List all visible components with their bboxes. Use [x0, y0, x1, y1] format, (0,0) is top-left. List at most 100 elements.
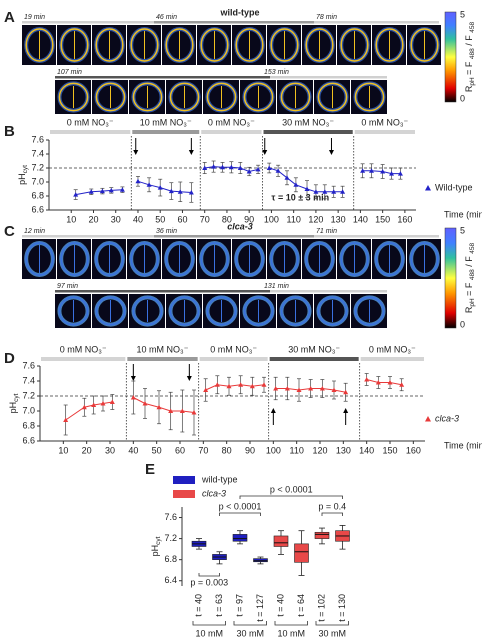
group-label: 30 mM [318, 628, 346, 638]
cell-ring [58, 296, 89, 326]
treatment-label: 10 mM NO₃⁻ [140, 117, 192, 127]
cell-ring [305, 28, 334, 62]
point [214, 382, 220, 387]
y-tick-label: 7.2 [22, 390, 35, 400]
y-tick-label: 7.0 [31, 176, 44, 186]
legend-marker [425, 185, 431, 191]
y-tick-label: 6.8 [164, 554, 177, 564]
point [135, 178, 141, 184]
box [314, 531, 330, 539]
x-tick-label: 110 [286, 214, 300, 224]
box [273, 535, 289, 547]
p-value: p < 0.0001 [270, 484, 313, 494]
colorbar-label-part: = F [464, 280, 474, 298]
cell-ring [375, 28, 404, 62]
x-tick-label: 40 [133, 214, 143, 224]
point [275, 168, 281, 173]
treatment-label: 0 mM NO₃⁻ [208, 117, 255, 127]
cell-ring [243, 82, 274, 112]
time-bar [314, 235, 439, 238]
legend-swatch [173, 490, 195, 498]
x-tick-label: 70 [200, 214, 210, 224]
point [88, 189, 94, 194]
group-bracket [192, 621, 226, 626]
colorbar-label-part: / F [464, 254, 474, 270]
colorbar-label-part: pH [469, 298, 476, 307]
x-tick-label: 120 [308, 214, 323, 224]
point [246, 169, 252, 174]
x-tick-label: 160 [406, 445, 421, 455]
x-tick-label: 30 [111, 214, 121, 224]
colorbar-label-part: 488 [469, 269, 476, 280]
point [380, 169, 386, 174]
p-value: p < 0.0001 [219, 501, 262, 511]
colorbar-label-part: R [464, 85, 474, 92]
cell-ring [169, 296, 200, 326]
treatment-label: 0 mM NO₃⁻ [361, 117, 408, 127]
cell-ring [165, 28, 194, 62]
time-bar [55, 76, 270, 79]
x-tick-label: 100 [266, 445, 281, 455]
point [375, 380, 381, 385]
cell-ring [95, 296, 126, 326]
panel-letter: D [4, 350, 15, 367]
y-axis-label-part: pH [17, 173, 27, 185]
time-bar [154, 21, 314, 24]
treatment-bar [354, 130, 415, 134]
panel-title: wild-type [219, 7, 259, 17]
point [168, 188, 174, 194]
cell-ring [95, 28, 124, 62]
y-tick-label: 7.0 [22, 405, 35, 415]
x-axis-label: Time (min) [444, 209, 482, 219]
point [304, 186, 310, 191]
point [308, 386, 314, 391]
x-tick-label: 50 [152, 445, 162, 455]
treatment-label: 30 mM NO₃⁻ [282, 117, 334, 127]
treatment-label: 30 mM NO₃⁻ [288, 344, 340, 354]
x-tick-label: 150 [382, 445, 397, 455]
cell-ring [280, 296, 311, 326]
x-tick-label: 140 [359, 445, 374, 455]
box [232, 534, 248, 542]
treatment-bar [269, 357, 359, 361]
time-label: 12 min [24, 228, 45, 235]
time-label: 78 min [316, 14, 337, 21]
y-tick-label: 6.6 [31, 204, 44, 214]
cell-ring [235, 242, 264, 276]
legend-marker [425, 416, 431, 422]
x-tick-label: 100 [264, 214, 279, 224]
cell-ring [58, 82, 89, 112]
time-bar [270, 76, 387, 79]
time-label: 36 min [156, 228, 177, 235]
arrow-head [133, 150, 139, 155]
point [100, 401, 106, 406]
colorbar-label: RpH = F 488 / F 458 [464, 242, 475, 313]
series-line [65, 379, 402, 421]
time-label: 97 min [57, 283, 78, 290]
series-line [75, 166, 401, 196]
arrow-head [262, 150, 268, 155]
time-label: 107 min [57, 69, 82, 76]
panel-letter: A [4, 9, 15, 26]
x-tick-label: 90 [245, 445, 255, 455]
point [331, 387, 337, 392]
treatment-bar [127, 357, 198, 361]
point [142, 401, 148, 406]
x-tick-label: 60 [177, 214, 187, 224]
x-tick-label: 80 [222, 214, 232, 224]
x-tick-label: 70 [198, 445, 208, 455]
point [226, 383, 232, 389]
colorbar-label-part: = F [464, 59, 474, 77]
y-tick-label: 7.4 [22, 375, 35, 385]
colorbar-tick: 0 [460, 93, 465, 103]
x-tick-label: 120 [312, 445, 327, 455]
cell-ring [60, 28, 89, 62]
point [211, 164, 217, 169]
point [237, 165, 243, 170]
x-tick-label: 60 [175, 445, 185, 455]
point [313, 189, 319, 194]
group-bracket [233, 621, 267, 626]
point [81, 404, 87, 410]
colorbar-tick: 0 [460, 319, 465, 329]
